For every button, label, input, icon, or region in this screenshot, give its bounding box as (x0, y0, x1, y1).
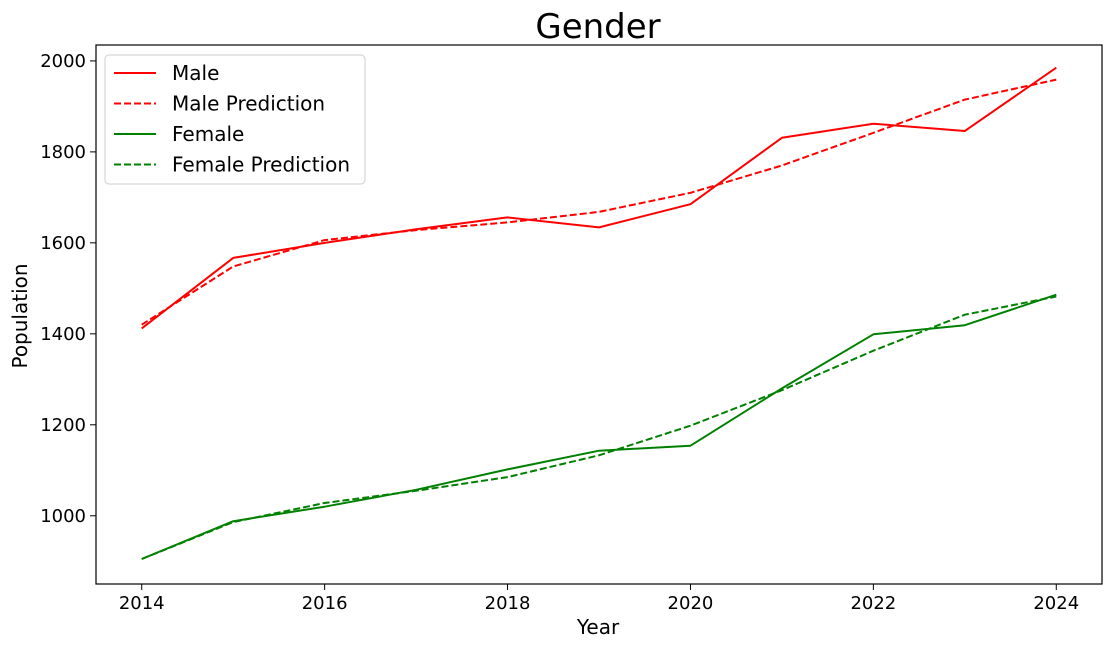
legend: Male Male Prediction Female Female Predicti… (104, 54, 366, 185)
legend-label: Male (172, 61, 219, 85)
y-axis-label: Population (8, 263, 32, 368)
legend-label: Female Prediction (172, 153, 350, 177)
y-tick-label: 1000 (40, 506, 86, 527)
chart-title: Gender (535, 7, 660, 47)
x-tick-label: 2024 (1033, 593, 1079, 614)
series-line-female (141, 293, 1057, 560)
series-lines (141, 66, 1057, 560)
x-tick-label: 2016 (302, 593, 348, 614)
series-line-female-prediction (141, 295, 1057, 560)
y-tick-label: 1400 (40, 324, 86, 345)
y-tick-label: 1200 (40, 415, 86, 436)
y-tick-label: 1800 (40, 142, 86, 163)
x-tick-label: 2020 (668, 593, 714, 614)
y-tick-label: 1600 (40, 233, 86, 254)
legend-box (104, 54, 366, 185)
legend-label: Male Prediction (172, 92, 325, 116)
x-tick-label: 2022 (850, 593, 896, 614)
x-tick-label: 2014 (119, 593, 165, 614)
legend-label: Female (172, 122, 244, 146)
y-tick-label: 2000 (40, 51, 86, 72)
x-tick-label: 2018 (485, 593, 531, 614)
x-axis-label: Year (576, 615, 620, 639)
plot-frame (95, 44, 1103, 585)
axis-ticks: 2014 2016 2018 2020 2022 2024 1000 1200 1400 1600… (40, 51, 1079, 614)
series-line-male-prediction (141, 78, 1057, 326)
